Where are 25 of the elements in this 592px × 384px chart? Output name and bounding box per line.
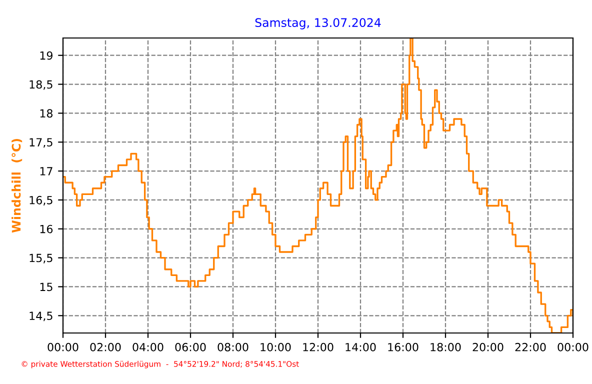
x-tick-label: 02:00	[90, 342, 121, 352]
x-tick-label: 10:00	[260, 342, 291, 352]
x-tick-label: 04:00	[132, 342, 164, 352]
y-tick-label: 18	[40, 109, 53, 118]
x-tick-label: 14:00	[346, 342, 376, 352]
y-tick-label: 14,5	[30, 312, 52, 322]
y-tick-label: 16,5	[30, 196, 52, 206]
y-tick-label: 17,5	[30, 138, 52, 148]
chart-title: Samstag, 13.07.2024	[255, 18, 381, 30]
y-tick-label: 19	[40, 51, 52, 60]
x-tick-label: 00:00	[558, 342, 588, 352]
x-tick-label: 08:00	[218, 342, 248, 352]
x-tick-label: 20:00	[472, 342, 504, 352]
y-tick-label: 17	[40, 167, 52, 176]
y-tick-label: 18,5	[30, 80, 52, 90]
x-tick-label: 18:00	[430, 342, 461, 352]
y-tick-label: 15	[40, 282, 52, 292]
y-tick-label: 15,5	[30, 254, 52, 264]
x-tick-label: 12:00	[303, 342, 334, 352]
x-tick-label: 00:00	[48, 342, 78, 352]
x-tick-label: 06:00	[175, 342, 206, 352]
y-axis-title: Windchill (°C)	[12, 138, 22, 233]
y-tick-label: 16	[40, 224, 53, 234]
x-tick-label: 22:00	[515, 342, 546, 352]
x-tick-label: 16:00	[388, 342, 418, 352]
